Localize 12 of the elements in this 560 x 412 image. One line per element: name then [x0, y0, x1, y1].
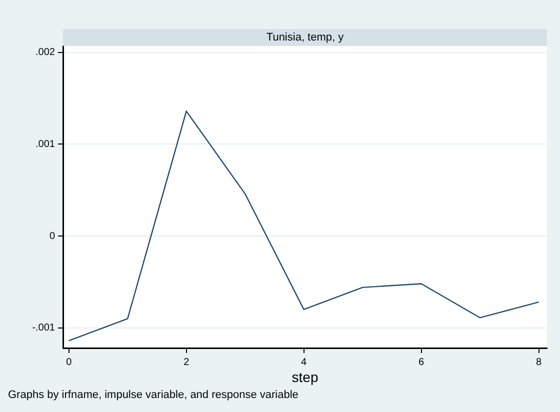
x-axis-title: step: [292, 368, 318, 385]
x-tick-label: 4: [301, 356, 308, 368]
y-tick-label: 0: [49, 230, 56, 242]
x-tick-label: 8: [536, 356, 542, 368]
y-tick-label: -.001: [32, 322, 56, 334]
y-tick-label: .001: [36, 138, 56, 150]
chart-title: Tunisia, temp, y: [266, 32, 344, 44]
x-tick-label: 6: [418, 356, 425, 368]
text: Graphs by irfname, impulse variable, and response variable: [8, 389, 298, 402]
x-tick-label: 2: [184, 356, 190, 368]
x-tick-label: 0: [66, 356, 72, 368]
y-tick-label: .002: [36, 47, 56, 58]
